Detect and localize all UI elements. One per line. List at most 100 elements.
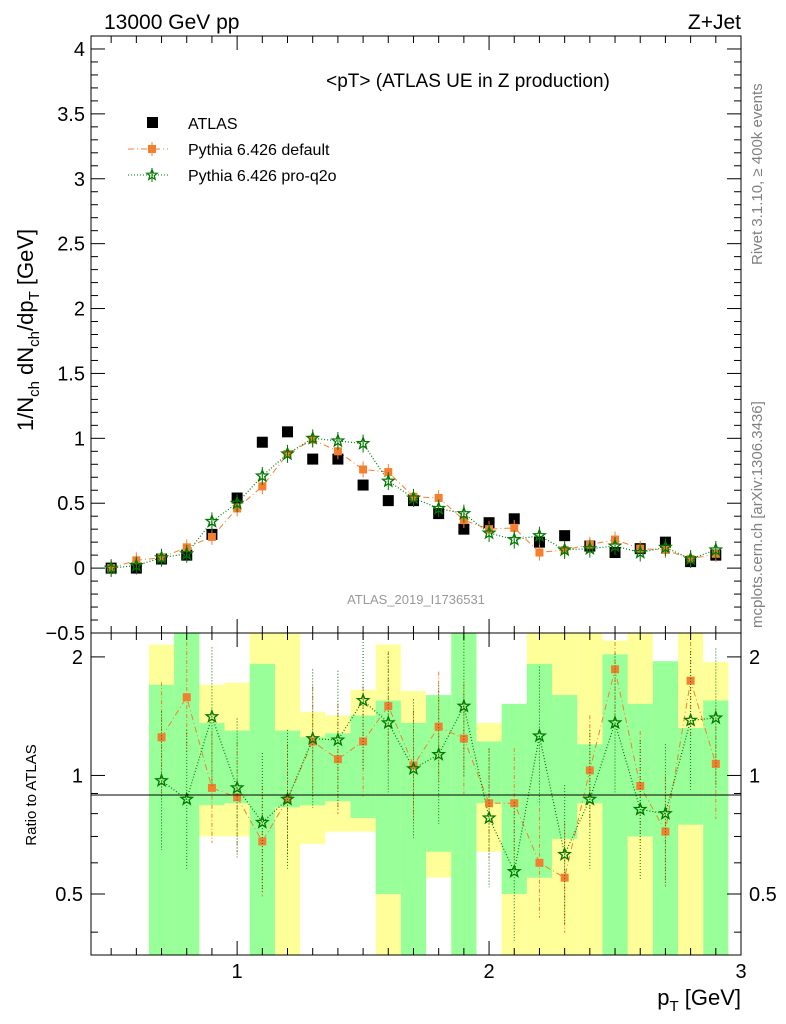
atlas-point [282,426,294,438]
proq2o-point [431,500,447,515]
main-y-tick-label: −0.5 [46,623,85,645]
x-tick-label: 1 [232,961,243,983]
proq2o-point [657,539,673,554]
ratio-default-point [384,702,393,711]
ratio-y-tick-label: 1 [72,765,83,787]
header-right: Z+Jet [688,11,741,34]
legend-label-proq2o: Pythia 6.426 pro-q2o [188,168,337,185]
proq2o-point [103,560,119,575]
main-y-tick-label: 2.5 [57,234,85,256]
ratio-y-tick-label-right: 0.5 [749,884,777,906]
ratio-proq2o-point [305,730,321,745]
ratio-proq2o-point [355,692,371,707]
atlas-point [307,453,319,465]
proq2o-point [456,505,472,521]
ratio-y-tick-label-right: 2 [749,647,760,669]
proq2o-point [380,473,396,488]
ratio-proq2o-point [683,712,699,727]
main-y-tick-label: 3 [74,169,85,191]
main-y-tick-label: 0.5 [57,493,85,515]
atlas-point [458,523,470,535]
ratio-proq2o-point [632,801,648,816]
ratio-default-point [510,799,519,808]
ratio-series-layer [153,633,724,941]
ratio-band-green [249,663,275,955]
ratio-default-point [157,733,166,742]
proq2o-point [531,527,548,543]
ratio-default-point [585,766,594,775]
proq2o-point [406,490,421,505]
main-y-tick-label: 0 [74,558,85,580]
x-tick-label: 2 [483,961,494,983]
proq2o-point [229,495,245,510]
ratio-default-point [686,676,695,685]
default-point [207,532,216,541]
proq2o-point [153,549,169,565]
ratio-default-point [258,837,267,846]
proq2o-point [708,542,724,557]
default-point [333,447,342,456]
main-y-tick-label: 1.5 [57,363,85,385]
main-y-tick-label: 2 [74,299,85,321]
ratio-default-point [434,722,443,731]
atlas-point [559,530,571,542]
header-left: 13000 GeV pp [104,11,239,34]
main-y-axis-label: 1/Nch dNch/dpT [GeV] [13,229,43,431]
proq2o-point [128,557,144,572]
atlas-point [508,513,520,525]
ratio-default-point [182,693,191,702]
legend-label-atlas: ATLAS [188,116,238,133]
ratio-y-axis-label: Ratio to ATLAS [23,744,40,845]
default-point [434,494,443,503]
proq2o-point [632,544,648,559]
ratio-default-point [711,759,720,768]
mcplots-label: mcplots.cern.ch [arXiv:1306.3436] [749,401,766,628]
ratio-proq2o-point [557,846,573,861]
ratio-proq2o-point [607,715,623,730]
legend-marker-atlas [147,117,158,128]
ratio-proq2o-point [280,791,295,806]
proq2o-point [179,545,195,561]
rivet-label: Rivet 3.1.10, ≥ 400k events [749,83,766,265]
proq2o-point [481,525,497,540]
legend: ATLAS Pythia 6.426 default Pythia 6.426 … [128,116,337,185]
default-point [535,548,544,557]
ratio-default-point [459,734,468,743]
proq2o-point [280,446,295,461]
ratio-band-green [451,633,477,955]
ratio-default-point [560,873,569,882]
main-y-tick-label: 1 [74,428,85,450]
ratio-proq2o-point [431,746,447,761]
ratio-proq2o-point [531,727,548,743]
ratio-proq2o-point [456,698,472,713]
chart-title: <pT> (ATLAS UE in Z production) [326,71,610,92]
ratio-frame [90,632,742,956]
ratio-proq2o-point [229,780,245,795]
ratio-band-green [703,700,729,955]
ratio-default-point [333,755,342,764]
ratio-default-point [535,858,544,867]
ratio-proq2o-point [330,732,346,747]
proq2o-point [683,551,699,566]
ratio-proq2o-point [582,791,598,806]
default-point [258,482,267,491]
default-point [510,523,519,532]
ratio-default-point [207,783,216,792]
atlas-point [256,436,268,448]
ratio-proq2o-point [481,809,497,825]
proq2o-point [254,468,270,483]
default-point [359,465,368,474]
atlas-point [382,495,394,507]
proq2o-point [582,540,598,556]
ratio-axes: 0.5 0.5 1 1 2 2 1 2 3 [55,633,777,983]
legend-marker-default [148,145,156,153]
proq2o-point [557,541,573,557]
ratio-y-tick-label-right: 1 [749,765,760,787]
ratio-band-green [552,695,578,839]
default-point [384,468,393,477]
main-y-tick-label: 3.5 [57,104,85,126]
ratio-bands [148,633,729,955]
ratio-proq2o-point [179,791,195,806]
atlas-point [357,479,369,491]
